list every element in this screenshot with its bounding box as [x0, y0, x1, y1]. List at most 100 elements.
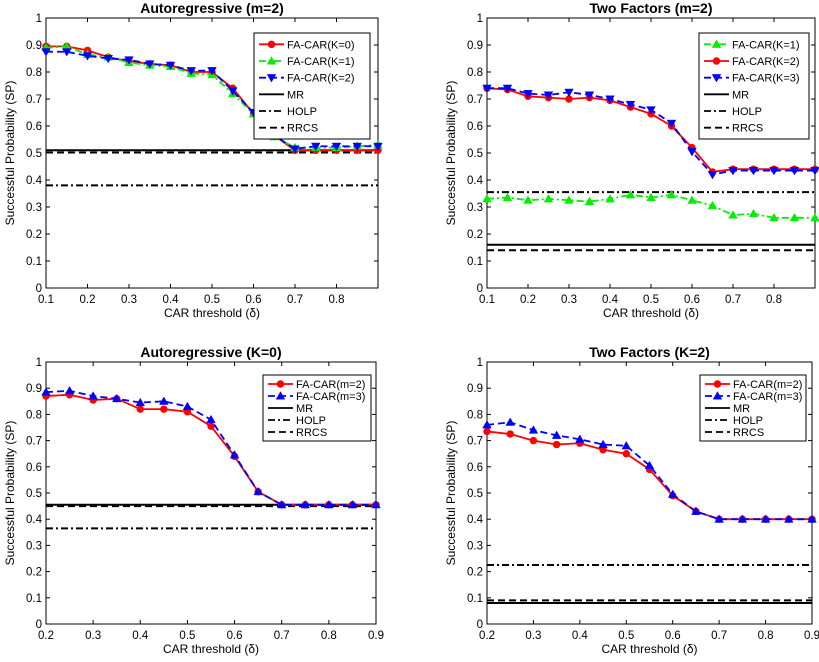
data-point	[728, 167, 738, 176]
y-tick-label: 1	[477, 13, 483, 25]
legend-label: RRCS	[733, 427, 764, 439]
data-point	[159, 396, 169, 405]
x-tick-label: 0.4	[163, 294, 180, 306]
data-point	[371, 499, 381, 509]
legend-label: MR	[287, 89, 304, 101]
y-tick-label: 0.6	[26, 121, 42, 133]
y-tick-label: 0.9	[26, 40, 42, 52]
data-point	[502, 192, 513, 202]
y-tick-label: 0.1	[467, 593, 483, 605]
x-tick-label: 0.8	[321, 630, 337, 642]
data-point	[502, 84, 513, 94]
chart-2: 00.10.20.30.40.50.60.70.80.910.1 0.2 0.3 0.…	[444, 0, 819, 320]
data-point	[160, 405, 168, 413]
data-point	[646, 106, 656, 115]
data-point	[41, 48, 51, 57]
data-point	[111, 393, 122, 403]
data-point	[707, 171, 718, 180]
data-point	[575, 434, 585, 443]
x-tick-label: 0.8	[329, 294, 345, 306]
y-axis-label: Successful Probability (SP)	[3, 421, 17, 566]
data-point	[276, 499, 287, 509]
y-tick-label: 0.3	[467, 202, 483, 214]
data-point	[769, 167, 779, 176]
y-tick-label: 0	[36, 283, 42, 295]
data-point	[551, 430, 562, 439]
legend-marker	[712, 391, 723, 400]
data-point	[625, 100, 636, 110]
data-point	[748, 167, 759, 176]
x-tick-label: 0.3	[525, 630, 541, 642]
y-tick-label: 0.3	[26, 540, 42, 552]
legend-marker	[266, 56, 277, 65]
data-point	[784, 514, 794, 523]
y-tick-label: 0.2	[26, 567, 42, 579]
y-tick-label: 0.1	[26, 256, 42, 268]
y-tick-label: 0.4	[26, 175, 43, 187]
data-point	[769, 212, 779, 222]
data-point	[529, 436, 538, 445]
y-tick-label: 0.4	[467, 175, 484, 187]
data-point	[605, 95, 615, 104]
data-point	[666, 119, 677, 129]
data-point	[207, 422, 215, 430]
y-tick-label: 0.7	[26, 94, 42, 106]
data-point	[41, 387, 51, 396]
y-tick-label: 0.6	[26, 462, 42, 474]
legend-label: MR	[732, 89, 749, 101]
data-point	[523, 195, 533, 204]
legend-label: FA-CAR(K=2)	[287, 73, 355, 85]
y-tick-label: 0.9	[467, 40, 483, 52]
y-tick-label: 0.5	[467, 148, 483, 160]
x-tick-label: 0.1	[479, 294, 495, 306]
data-point	[605, 194, 615, 203]
x-tick-label: 0.2	[80, 294, 96, 306]
y-axis-label: Successful Probability (SP)	[3, 81, 17, 226]
data-point	[528, 425, 539, 434]
legend-label: FA-CAR(m=2)	[733, 379, 802, 391]
y-tick-label: 0.2	[26, 229, 42, 241]
y-tick-label: 1	[477, 357, 483, 369]
series-fa-car-m-3	[41, 386, 381, 509]
data-point	[186, 67, 196, 76]
x-tick-label: 0.2	[38, 630, 54, 642]
y-tick-label: 0	[36, 619, 42, 631]
y-tick-label: 1	[36, 357, 42, 369]
data-point	[625, 190, 636, 199]
legend: FA-CAR(K=0) FA-CAR(K=1) FA-CAR(K=2) MR HOLP R…	[253, 32, 371, 140]
legend-label: RRCS	[287, 123, 318, 135]
x-tick-label: 0.9	[368, 630, 384, 642]
data-point	[124, 56, 134, 65]
x-tick-label: 0.6	[684, 294, 700, 306]
y-tick-label: 0.8	[467, 409, 483, 421]
legend-label: FA-CAR(m=3)	[733, 391, 802, 403]
data-point	[331, 142, 342, 152]
y-axis-label: Successful Probability (SP)	[444, 421, 458, 566]
y-tick-label: 0.5	[26, 488, 42, 500]
legend-marker	[266, 74, 277, 83]
data-point	[622, 450, 630, 458]
x-axis-label: CAR threshold (δ)	[163, 642, 259, 656]
legend-box	[253, 32, 371, 140]
data-point	[807, 514, 817, 523]
x-tick-label: 0.8	[766, 294, 782, 306]
data-point	[584, 91, 595, 100]
y-tick-label: 0.9	[26, 383, 42, 395]
data-point	[135, 397, 146, 407]
legend-label: HOLP	[733, 415, 763, 427]
legend-label: FA-CAR(K=2)	[732, 56, 800, 68]
data-point	[482, 194, 492, 203]
legend-label: FA-CAR(m=2)	[296, 379, 365, 391]
legend-label: RRCS	[296, 427, 327, 439]
x-tick-label: 0.4	[132, 630, 149, 642]
y-tick-label: 0	[477, 283, 483, 295]
data-point	[62, 48, 72, 57]
chart-1: 00.10.20.30.40.50.60.70.80.910.1 0.2 0.3 0.…	[3, 0, 383, 320]
data-point	[207, 67, 217, 76]
legend-marker	[267, 40, 276, 49]
x-tick-label: 0.7	[274, 630, 290, 642]
data-point	[82, 52, 93, 61]
data-point	[543, 91, 554, 100]
